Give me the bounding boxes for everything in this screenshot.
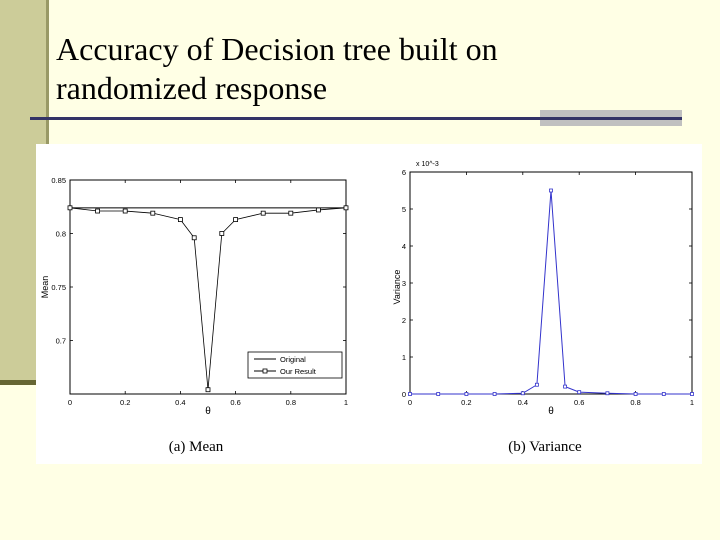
our-result-point — [315, 207, 321, 213]
mean-y-axis-label: Mean — [40, 276, 50, 299]
variance-chart: Variance x 10^-3 θ (b) Variance 0 0.2 0.4 0… — [392, 161, 694, 455]
variance-point — [520, 391, 525, 396]
figure-panel: Mean θ (a) Mean 0 0.2 0.4 0.6 0.8 1 0.85 0.8 0.… — [36, 144, 702, 464]
our-result-point — [260, 210, 266, 216]
legend-our-result-marker — [262, 368, 268, 374]
variance-series — [408, 188, 694, 396]
x-tick-label: 0.8 — [286, 398, 296, 407]
y-tick-label: 0.7 — [56, 337, 66, 346]
x-tick-label: 0.4 — [175, 398, 185, 407]
variance-point — [492, 392, 497, 396]
y-tick-label: 2 — [402, 316, 406, 325]
variance-point — [436, 392, 441, 396]
x-tick-label: 0.4 — [518, 398, 528, 407]
our-result-point — [67, 205, 73, 211]
slide-title-line-1: Accuracy of Decision tree built on — [56, 31, 498, 67]
our-result-point — [191, 235, 197, 241]
y-tick-label: 5 — [402, 205, 406, 214]
variance-point — [633, 392, 638, 396]
variance-point — [661, 392, 666, 396]
x-tick-label: 0.6 — [574, 398, 584, 407]
y-tick-label: 1 — [402, 353, 406, 362]
variance-caption: (b) Variance — [508, 439, 582, 455]
mean-x-axis-label: θ — [205, 406, 211, 417]
slide-title: Accuracy of Decision tree built on rando… — [56, 30, 498, 108]
our-result-point — [219, 231, 225, 236]
mean-caption: (a) Mean — [169, 439, 224, 455]
variance-scale-label: x 10^-3 — [416, 161, 439, 168]
left-accent-foot — [0, 380, 46, 385]
mean-series — [67, 205, 349, 393]
x-tick-label: 0 — [408, 398, 412, 407]
variance-point — [605, 391, 610, 396]
x-tick-label: 0 — [68, 398, 72, 407]
our-result-point — [233, 217, 239, 222]
variance-x-axis-label: θ — [548, 406, 554, 417]
mean-chart: Mean θ (a) Mean 0 0.2 0.4 0.6 0.8 1 0.850.80.… — [40, 176, 349, 455]
y-tick-label: 0.85 — [51, 176, 66, 185]
variance-x-ticks: 0 0.2 0.4 0.6 0.8 1 — [408, 172, 694, 407]
our-result-point — [122, 208, 128, 214]
our-result-point — [205, 387, 211, 393]
x-tick-label: 0.2 — [461, 398, 471, 407]
variance-point — [464, 392, 469, 396]
variance-point — [549, 188, 553, 193]
title-underline-accent — [540, 110, 682, 126]
y-tick-label: 0 — [402, 390, 406, 399]
x-tick-label: 1 — [690, 398, 694, 407]
legend-our-result-label: Our Result — [280, 367, 317, 376]
y-tick-label: 6 — [402, 168, 406, 177]
variance-point — [690, 392, 694, 396]
mean-y-ticks: 0.85 0.8 0.75 0.7 — [51, 176, 346, 346]
legend-original-label: Original — [280, 355, 306, 364]
our-result-point — [150, 210, 156, 216]
variance-y-ticks: 0 1 2 3 4 5 6 — [402, 168, 692, 399]
y-tick-label: 0.8 — [56, 230, 66, 239]
y-tick-label: 4 — [402, 242, 406, 251]
variance-point — [563, 384, 567, 389]
variance-plot-frame — [409, 171, 693, 395]
our-result-point — [288, 210, 294, 216]
title-underline — [30, 117, 682, 120]
x-tick-label: 0.8 — [630, 398, 640, 407]
variance-point — [577, 390, 582, 395]
mean-legend: Original Our Result — [247, 351, 343, 379]
x-tick-label: 0.2 — [120, 398, 130, 407]
x-tick-label: 1 — [344, 398, 348, 407]
our-result-point — [95, 208, 100, 214]
mean-x-ticks: 0 0.2 0.4 0.6 0.8 1 — [68, 180, 348, 407]
slide-title-line-2: randomized response — [56, 70, 328, 106]
x-tick-label: 0.6 — [230, 398, 240, 407]
our-result-point — [177, 217, 183, 222]
charts-svg: Mean θ (a) Mean 0 0.2 0.4 0.6 0.8 1 0.850.80.… — [40, 161, 694, 455]
mean-legend-box — [247, 351, 343, 379]
y-tick-label: 0.75 — [51, 283, 66, 292]
y-tick-label: 3 — [402, 279, 406, 288]
our-result-point — [343, 205, 349, 211]
variance-point — [534, 382, 539, 387]
variance-point — [408, 392, 412, 396]
variance-y-axis-label: Variance — [392, 270, 402, 305]
